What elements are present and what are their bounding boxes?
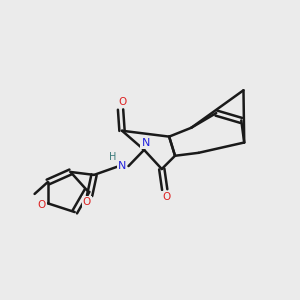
- Text: O: O: [82, 197, 91, 207]
- Text: O: O: [162, 192, 170, 202]
- Text: N: N: [118, 161, 126, 171]
- Text: O: O: [118, 97, 126, 107]
- Text: N: N: [141, 138, 150, 148]
- Text: H: H: [109, 152, 116, 162]
- Text: O: O: [38, 200, 46, 210]
